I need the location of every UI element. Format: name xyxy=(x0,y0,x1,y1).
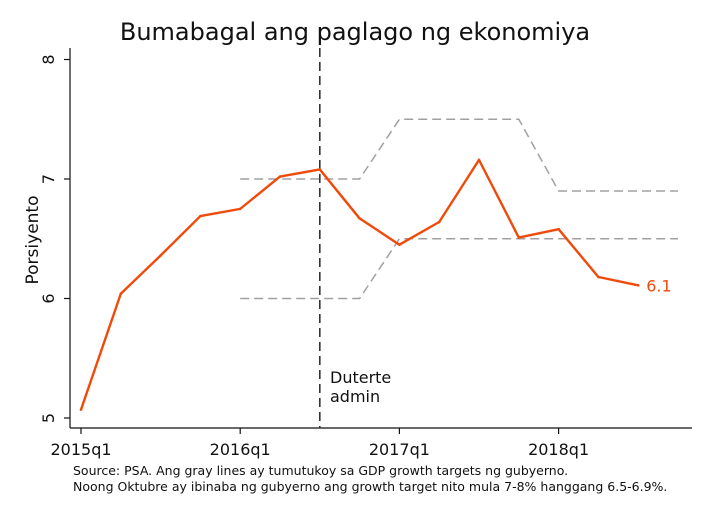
target-upper-line xyxy=(240,118,678,192)
target-lower-line xyxy=(240,238,678,300)
y-tick-label: 5 xyxy=(39,413,58,423)
chart-title: Bumabagal ang paglago ng ekonomiya xyxy=(120,18,590,46)
data-point xyxy=(636,284,640,287)
x-tick-label: 2017q1 xyxy=(369,440,430,459)
source-note: Source: PSA. Ang gray lines ay tumutukoy… xyxy=(73,463,667,495)
annotation-label-line-1: Duterte xyxy=(330,368,391,387)
y-axis-title: Porsiyento xyxy=(23,196,43,285)
y-tick-label: 7 xyxy=(39,174,58,184)
data-point xyxy=(597,275,600,279)
source-line-2: Noong Oktubre ay ibinaba ng gubyerno ang… xyxy=(73,479,668,494)
x-tick-label: 2015q1 xyxy=(50,440,111,459)
data-point xyxy=(517,236,521,239)
data-point xyxy=(398,243,401,247)
data-point xyxy=(318,168,322,171)
data-point xyxy=(477,158,481,162)
data-point xyxy=(358,217,361,220)
x-tick-label: 2016q1 xyxy=(210,440,271,459)
y-tick-label: 8 xyxy=(39,54,58,64)
data-point xyxy=(278,175,282,178)
data-point xyxy=(238,207,242,211)
y-tick-label: 6 xyxy=(39,293,58,303)
data-point xyxy=(159,254,162,257)
data-point xyxy=(199,214,202,218)
end-value-label: 6.1 xyxy=(646,276,671,295)
annotation-label-line-2: admin xyxy=(330,387,380,406)
data-point xyxy=(119,292,123,296)
source-line-1: Source: PSA. Ang gray lines ay tumutukoy… xyxy=(73,463,569,478)
data-point xyxy=(557,227,560,231)
x-tick-label: 2018q1 xyxy=(528,440,589,459)
data-point xyxy=(79,408,83,411)
data-point xyxy=(437,220,441,224)
